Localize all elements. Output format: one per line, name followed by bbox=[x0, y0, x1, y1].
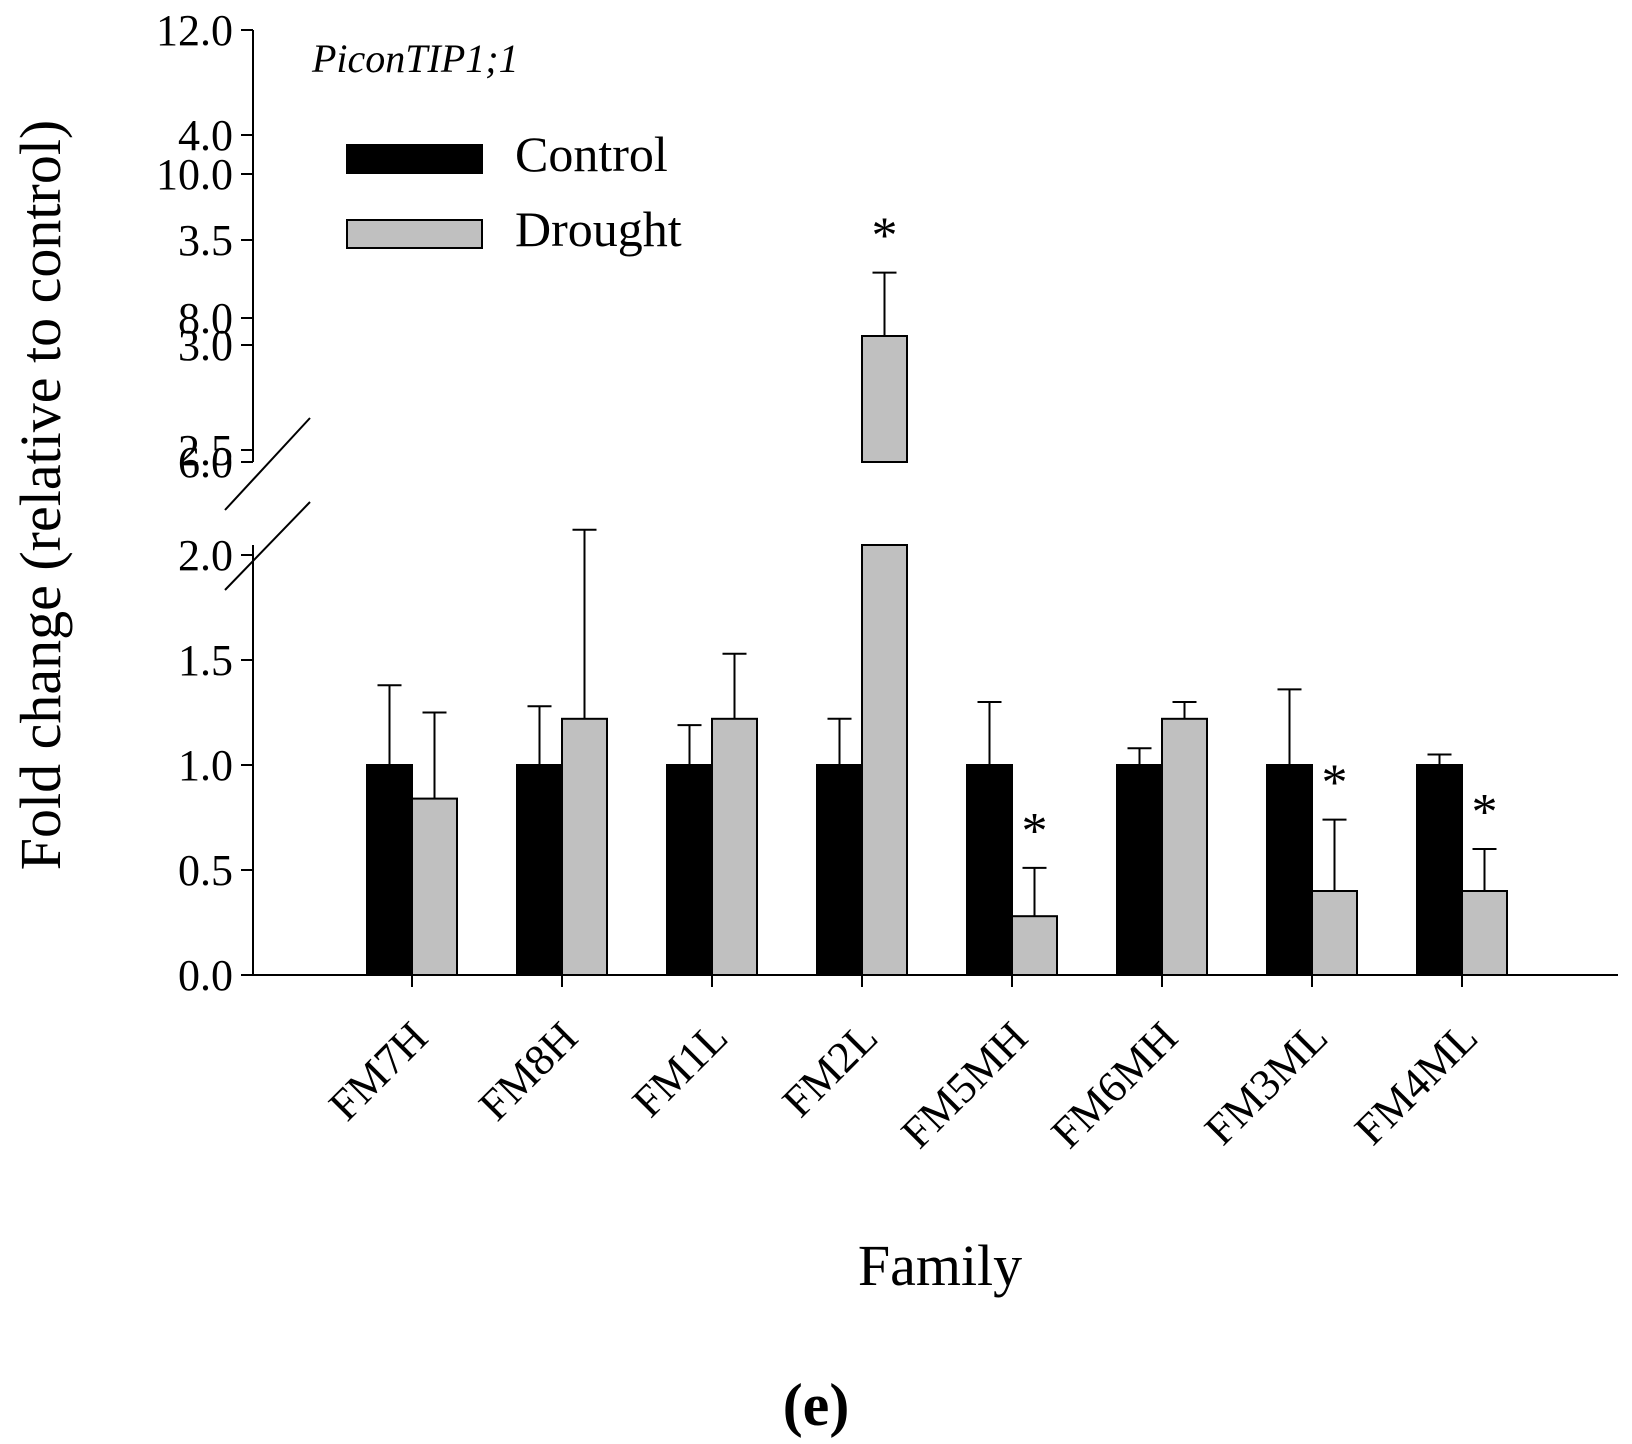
bar-drought bbox=[411, 797, 458, 976]
y-tick-label: 2.5 bbox=[178, 426, 233, 475]
x-tick-label: FM2L bbox=[773, 1012, 887, 1126]
labels: PiconTIP1;1 Fold change (relative to con… bbox=[8, 36, 1022, 1438]
legend-label-drought: Drought bbox=[515, 201, 682, 257]
bar-control bbox=[966, 764, 1013, 976]
significance-mark: * bbox=[1472, 784, 1498, 841]
bar-drought bbox=[1311, 890, 1358, 976]
y-tick-label: 0.5 bbox=[178, 846, 233, 895]
x-axis-label: Family bbox=[858, 1233, 1022, 1298]
y-tick-label: 1.5 bbox=[178, 636, 233, 685]
legend: Control Drought bbox=[346, 126, 682, 257]
y-tick-label: 1.0 bbox=[178, 741, 233, 790]
y-tick-label: 12.0 bbox=[156, 6, 233, 55]
y-tick-label: 3.5 bbox=[178, 216, 233, 265]
x-tick-label: FM4ML bbox=[1345, 1012, 1487, 1154]
y-tick-label: 10.0 bbox=[156, 150, 233, 199]
x-tick-label: FM5MH bbox=[892, 1012, 1037, 1157]
bar-drought bbox=[561, 717, 608, 976]
y-tick-label: 3.0 bbox=[178, 321, 233, 370]
bars: * * * * bbox=[366, 208, 1508, 977]
axis-break-mark-lower bbox=[224, 501, 311, 591]
y-tick-label: 2.0 bbox=[178, 531, 233, 580]
y-tick-label: 8.0 bbox=[178, 294, 233, 343]
legend-swatch-control bbox=[346, 144, 483, 174]
significance-mark: * bbox=[1322, 755, 1348, 812]
bar-drought bbox=[711, 717, 758, 976]
y-tick-label: 0.0 bbox=[178, 951, 233, 1000]
bar-drought bbox=[1161, 717, 1208, 976]
panel-label: (e) bbox=[783, 1372, 850, 1438]
bar-control bbox=[816, 764, 863, 976]
legend-label-control: Control bbox=[515, 126, 668, 182]
y-tick-label: 6.0 bbox=[178, 438, 233, 487]
y-axis-label: Fold change (relative to control) bbox=[8, 120, 73, 871]
bar-drought bbox=[1011, 915, 1058, 977]
y-tick-label: 4.0 bbox=[178, 111, 233, 160]
bar-control bbox=[366, 764, 413, 976]
bar-drought-upper bbox=[861, 335, 908, 463]
significance-mark: * bbox=[872, 208, 898, 265]
bar-drought bbox=[1461, 890, 1508, 976]
bar-control bbox=[516, 764, 563, 976]
bar-break-gap bbox=[859, 463, 910, 544]
x-tick-label: FM1L bbox=[623, 1012, 737, 1126]
x-tick-label: FM8H bbox=[469, 1012, 587, 1130]
significance-mark: * bbox=[1022, 803, 1048, 860]
x-tick-label: FM6MH bbox=[1042, 1012, 1187, 1157]
x-tick-label: FM7H bbox=[319, 1012, 437, 1130]
x-tick-label: FM3ML bbox=[1195, 1012, 1337, 1154]
legend-swatch-drought bbox=[346, 219, 483, 249]
bar-drought bbox=[861, 544, 908, 976]
axis-break-mark-upper bbox=[224, 417, 311, 511]
bar-control bbox=[666, 764, 713, 976]
bar-control bbox=[1416, 764, 1463, 976]
bar-control bbox=[1266, 764, 1313, 976]
bar-control bbox=[1116, 764, 1163, 976]
chart-title: PiconTIP1;1 bbox=[311, 36, 519, 81]
